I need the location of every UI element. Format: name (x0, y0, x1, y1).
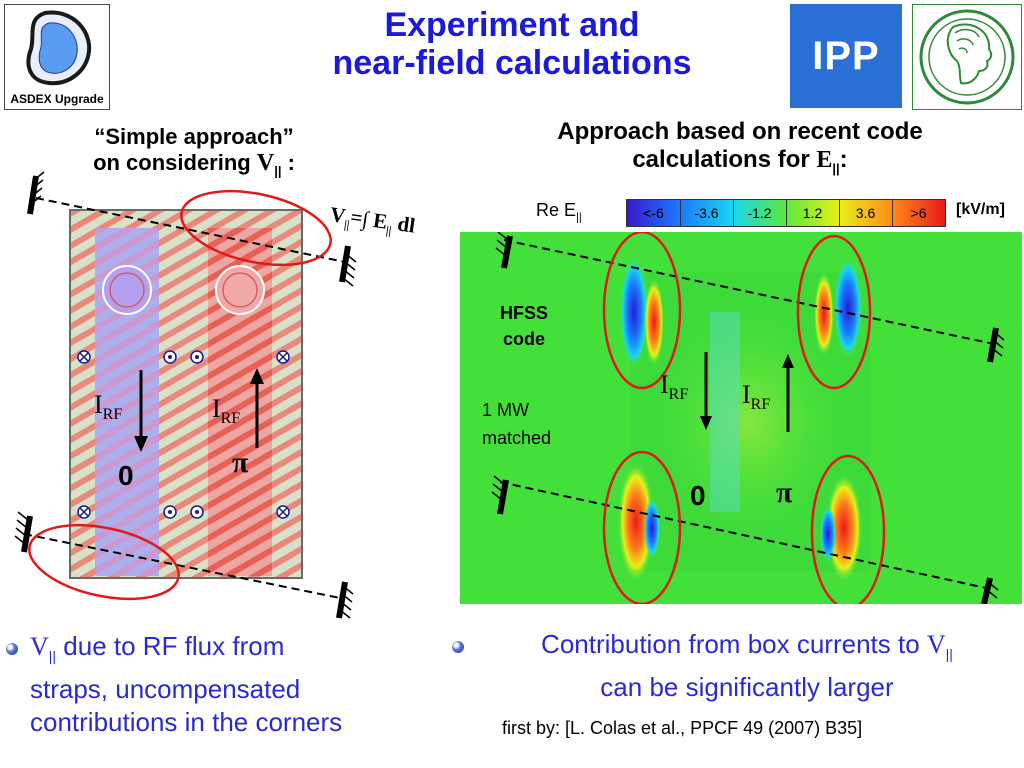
power-line-1: 1 MW (482, 400, 529, 420)
field-right-irf: IRF (742, 380, 770, 414)
irf-i: I (212, 394, 221, 423)
right-bullet-line-1: Contribution from box currents to V|| (476, 628, 1018, 671)
legend-label: Re E|| (536, 200, 582, 224)
right-bullet-line-2: can be significantly larger (600, 672, 894, 703)
legend-unit: [kV/m] (956, 201, 1005, 218)
title-line-2: near-field calculations (332, 44, 692, 82)
right-heading-prefix: calculations for (632, 146, 817, 173)
bottom-left-corner-ellipse (28, 523, 180, 601)
colorbar-tick-label: >6 (910, 205, 927, 221)
left-heading-suffix: : (281, 150, 295, 175)
right-bullet-text: Contribution from box currents to (541, 629, 927, 659)
current-down-arrow (134, 436, 148, 452)
top-right-corner-ellipse (180, 189, 332, 267)
antenna-strap-diagram (14, 171, 357, 619)
field-right-phase: π (776, 476, 793, 509)
left-heading-line-2: on considering V|| : (14, 150, 374, 184)
field-left-irf: IRF (660, 370, 688, 404)
v-parallel-symbol: V (256, 150, 275, 176)
colorbar-tick-label: -1.2 (733, 200, 787, 226)
bottom-integration-line (23, 533, 341, 599)
top-integration-line (35, 197, 346, 263)
right-bullet-v-symbol: V (926, 630, 946, 659)
colorbar-tick-label: 1.2 (786, 200, 840, 226)
right-irf-label: IRF (212, 394, 240, 428)
left-bullet-line-1: V|| due to RF flux from (30, 630, 456, 673)
right-heading: Approach based on recent code calculatio… (470, 118, 1010, 183)
legend-re-e: Re E (536, 200, 577, 220)
hfss-line-2: code (502, 329, 545, 349)
irf-i: I (94, 390, 103, 419)
formula-end: dl (390, 210, 417, 238)
e-parallel-subscript: || (832, 160, 840, 176)
title-line-1: Experiment and (384, 6, 640, 44)
formula-mid: =∫ E (348, 204, 389, 234)
slide-title: Experiment and near-field calculations (0, 6, 1024, 82)
bullet-icon (6, 643, 18, 655)
irf-sub: RF (220, 410, 241, 428)
left-heading: “Simple approach” on considering V|| : (14, 124, 374, 184)
colorbar-tick-label: 3.6 (839, 200, 893, 226)
irf-sub: RF (668, 386, 689, 404)
field-left-phase: 0 (690, 480, 706, 511)
left-bullet-line-2: straps, uncompensated (30, 674, 301, 705)
v-parallel-subscript: || (274, 163, 282, 179)
irf-sub: RF (750, 396, 771, 414)
tokamak-crosssection-icon (26, 10, 92, 86)
asdex-logo-text: ASDEX Upgrade (10, 92, 104, 106)
minerva-logo (912, 4, 1022, 110)
bullet-v-symbol: V (30, 632, 49, 661)
left-bullet: V|| due to RF flux from straps, uncompen… (6, 630, 456, 739)
field-map (460, 232, 1022, 604)
irf-i: I (742, 380, 751, 409)
irf-i: I (660, 370, 669, 399)
citation: first by: [L. Colas et al., PPCF 49 (200… (502, 718, 863, 738)
right-strap-phase: π (232, 446, 249, 479)
colorbar-tick-label: <-6 (627, 200, 681, 226)
left-heading-prefix: on considering (93, 150, 257, 175)
right-bullet: Contribution from box currents to V|| ca… (452, 628, 1018, 704)
left-strap-phase: 0 (118, 460, 134, 491)
ipp-logo: IPP (790, 4, 902, 108)
colorbar-tick-label: -3.6 (680, 200, 734, 226)
irf-sub: RF (102, 406, 123, 424)
hfss-line-1: HFSS (499, 303, 548, 323)
power-line-2: matched (482, 428, 552, 448)
left-irf-label: IRF (94, 390, 122, 424)
current-up-arrow (250, 368, 264, 384)
colorbar: <-6 -3.6 -1.2 1.2 3.6 >6 (626, 199, 946, 227)
left-bullet-line-3: contributions in the corners (30, 707, 343, 738)
power-label: 1 MW matched (482, 396, 551, 452)
right-heading-line-2: calculations for E||: (470, 146, 1010, 183)
asdex-upgrade-logo: ASDEX Upgrade (4, 4, 110, 110)
right-heading-suffix: : (839, 146, 848, 173)
hfss-label: HFSS code (484, 300, 564, 352)
right-bullet-v-sub: || (945, 646, 953, 663)
left-heading-line-1: “Simple approach” (94, 124, 294, 149)
bullet-v-sub: || (48, 648, 57, 665)
right-heading-line-1: Approach based on recent code (557, 118, 923, 145)
legend-sub: || (576, 211, 582, 224)
e-parallel-symbol: E (816, 147, 833, 173)
bullet-icon (452, 641, 464, 653)
bullet-line-1-text: due to RF flux from (56, 631, 285, 661)
